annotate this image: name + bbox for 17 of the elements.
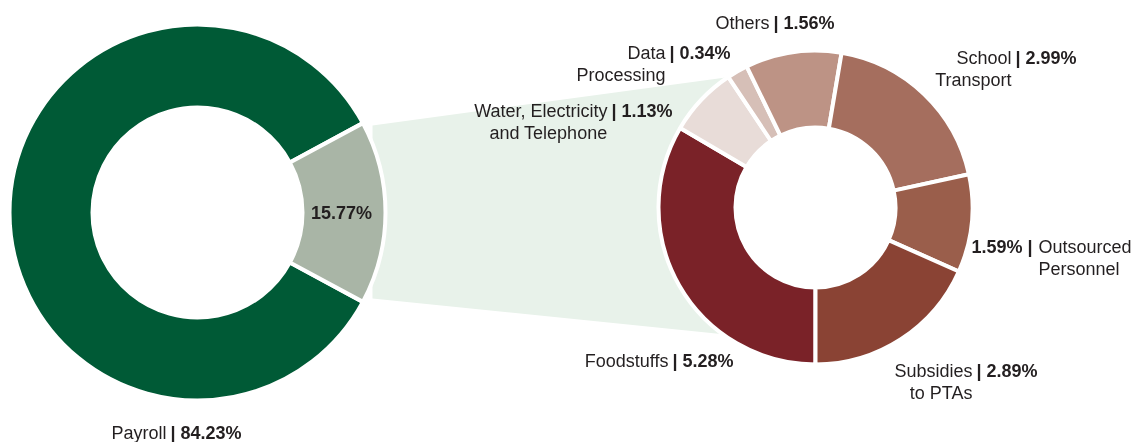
data-label: 15.77%: [310, 202, 373, 223]
slice-label: Payroll: [111, 422, 167, 442]
data-label: | 2.99%: [1015, 47, 1077, 68]
data-label: | 1.56%: [773, 12, 835, 33]
data-label: | 1.13%: [611, 100, 673, 121]
data-label: | 0.34%: [669, 42, 731, 63]
slice-label: Water, Electricity and Telephone: [474, 100, 608, 143]
slice-label: School Transport: [935, 47, 1012, 90]
slice-label: Outsourced Personnel: [1038, 236, 1132, 279]
slice-label: Foodstuffs: [584, 350, 669, 371]
slice-label: Others: [715, 12, 770, 33]
data-label: 1.59% |: [971, 236, 1033, 257]
data-label: | 5.28%: [672, 350, 734, 371]
slice-label: Data Processing: [576, 42, 667, 85]
data-label: | 84.23%: [170, 422, 242, 442]
data-label: | 2.89%: [976, 360, 1038, 381]
slice-label: Subsidies to PTAs: [894, 360, 973, 403]
